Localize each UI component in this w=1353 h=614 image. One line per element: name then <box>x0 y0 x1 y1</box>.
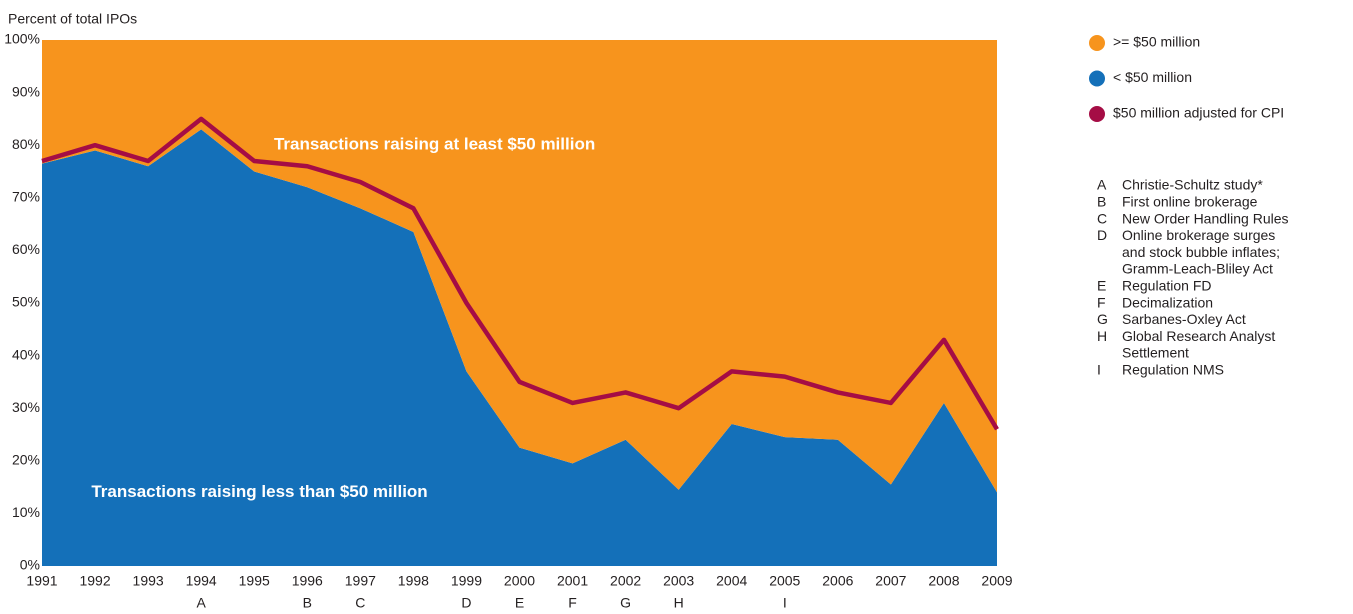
y-tick-label: 60% <box>12 241 40 257</box>
x-tick-label: 2009 <box>981 573 1012 589</box>
x-tick-label: 1997 <box>345 573 376 589</box>
x-tick-label: 1994 <box>186 573 217 589</box>
x-tick-label: 1998 <box>398 573 429 589</box>
x-tick-label: 1992 <box>79 573 110 589</box>
key-text: Christie-Schultz study* <box>1122 177 1263 193</box>
area <box>42 40 997 493</box>
x-tick-label: 1995 <box>239 573 270 589</box>
legend-marker <box>1089 35 1105 51</box>
y-tick-label: 40% <box>12 346 40 362</box>
legend-marker <box>1089 106 1105 122</box>
key-letter: D <box>1097 227 1107 243</box>
area <box>42 129 997 567</box>
y-axis-label: Percent of total IPOs <box>8 11 137 27</box>
x-tick-label: 2007 <box>875 573 906 589</box>
y-tick-label: 50% <box>12 294 40 310</box>
key-text: Gramm-Leach-Bliley Act <box>1122 261 1273 277</box>
y-tick-label: 10% <box>12 504 40 520</box>
x-tick-label: 2001 <box>557 573 588 589</box>
x-tick-label: 2008 <box>928 573 959 589</box>
line <box>41 116 999 431</box>
y-tick-label: 80% <box>12 136 40 152</box>
key-text: Regulation NMS <box>1122 362 1224 378</box>
key-text: Decimalization <box>1122 294 1213 310</box>
event-letter: F <box>568 595 577 611</box>
x-tick-label: 1996 <box>292 573 323 589</box>
area-label: Transactions raising less than $50 milli… <box>91 482 427 501</box>
area-label: Transactions raising at least $50 millio… <box>274 135 595 154</box>
key-letter: A <box>1097 177 1107 193</box>
x-tick-label: 1993 <box>133 573 164 589</box>
event-letter: E <box>515 595 524 611</box>
y-tick-label: 0% <box>20 557 40 573</box>
key-text: Online brokerage surges <box>1122 227 1275 243</box>
key-letter: C <box>1097 210 1107 226</box>
key-letter: B <box>1097 194 1106 210</box>
key-text: First online brokerage <box>1122 194 1258 210</box>
y-tick-label: 30% <box>12 399 40 415</box>
x-tick-label: 2000 <box>504 573 535 589</box>
legend-label: < $50 million <box>1113 69 1192 85</box>
event-letter: I <box>783 595 787 611</box>
x-tick-label: 1999 <box>451 573 482 589</box>
event-letter: C <box>355 595 365 611</box>
key-letter: G <box>1097 311 1108 327</box>
y-tick-label: 90% <box>12 83 40 99</box>
key-letter: E <box>1097 278 1106 294</box>
event-letter: H <box>674 595 684 611</box>
x-tick-label: 2003 <box>663 573 694 589</box>
key-text: Regulation FD <box>1122 278 1212 294</box>
x-tick-label: 2002 <box>610 573 641 589</box>
key-text: New Order Handling Rules <box>1122 210 1289 226</box>
y-tick-label: 70% <box>12 189 40 205</box>
event-letter: B <box>303 595 312 611</box>
x-tick-label: 2005 <box>769 573 800 589</box>
key-letter: I <box>1097 362 1101 378</box>
y-tick-label: 100% <box>4 31 40 47</box>
x-tick-label: 2006 <box>822 573 853 589</box>
key-letter: F <box>1097 294 1106 310</box>
legend-label: >= $50 million <box>1113 34 1200 50</box>
key-letter: H <box>1097 328 1107 344</box>
x-tick-label: 2004 <box>716 573 747 589</box>
y-tick-label: 20% <box>12 452 40 468</box>
legend-label: $50 million adjusted for CPI <box>1113 105 1284 121</box>
key-text: and stock bubble inflates; <box>1122 244 1280 260</box>
x-tick-label: 1991 <box>26 573 57 589</box>
event-letter: D <box>461 595 471 611</box>
key-text: Settlement <box>1122 345 1189 361</box>
key-text: Sarbanes-Oxley Act <box>1122 311 1246 327</box>
event-letter: A <box>196 595 206 611</box>
event-letter: G <box>620 595 631 611</box>
legend-marker <box>1089 70 1105 87</box>
key-text: Global Research Analyst <box>1122 328 1275 344</box>
